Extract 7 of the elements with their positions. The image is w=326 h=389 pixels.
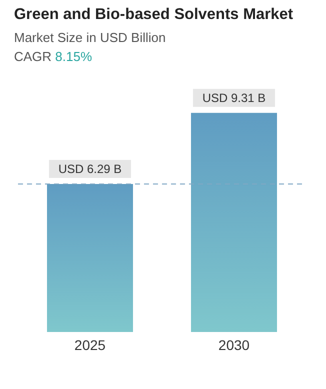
chart-title: Green and Bio-based Solvents Market: [14, 6, 294, 24]
data-label: USD 9.31 B: [202, 90, 266, 105]
data-label: USD 6.29 B: [58, 162, 122, 176]
text: CAGR 8.15%: [14, 49, 92, 64]
chart-subtitle: Market Size in USD Billion: [14, 30, 166, 45]
x-tick-label: 2030: [218, 336, 250, 353]
x-tick-label: 2025: [74, 336, 106, 353]
